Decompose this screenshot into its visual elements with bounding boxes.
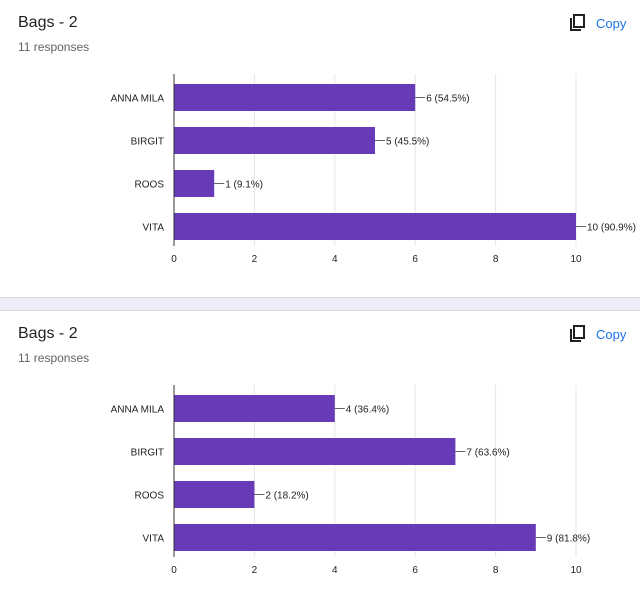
value-label: 5 (45.5%) xyxy=(386,137,429,148)
x-tick-label: 0 xyxy=(171,254,177,265)
bar xyxy=(174,438,456,465)
x-tick-label: 8 xyxy=(493,565,499,576)
value-label: 4 (36.4%) xyxy=(346,405,389,416)
bar-chart: 0 2 4 6 8 10 ANNA MILA 4 (36.4%) BIRGIT 7 (63.6%)… xyxy=(111,385,590,576)
category-label: ROOS xyxy=(135,491,165,502)
x-tick-label: 8 xyxy=(493,254,499,265)
bar xyxy=(174,213,576,240)
copy-button[interactable]: Copy xyxy=(568,12,626,34)
card-title: Bags - 2 xyxy=(18,14,78,31)
copy-label: Copy xyxy=(596,326,627,342)
x-tick-label: 4 xyxy=(332,254,338,265)
copy-button[interactable]: Copy xyxy=(568,323,626,345)
x-tick-label: 10 xyxy=(570,254,582,265)
x-tick-label: 0 xyxy=(171,565,177,576)
bar xyxy=(174,395,335,422)
bar xyxy=(174,84,416,111)
value-label: 1 (9.1%) xyxy=(225,180,263,191)
chart-card-2: Bags - 2 11 responses Copy 0 2 4 6 8 10 ANNA M… xyxy=(0,310,640,599)
category-label: VITA xyxy=(143,534,165,545)
value-label: 6 (54.5%) xyxy=(426,94,469,105)
value-label: 2 (18.2%) xyxy=(265,491,308,502)
bar-chart: 0 2 4 6 8 10 ANNA MILA 6 (54.5%) BIRGIT 5 (45.5%)… xyxy=(111,74,636,265)
response-count: 11 responses xyxy=(18,40,90,54)
category-label: BIRGIT xyxy=(131,137,164,148)
x-tick-label: 2 xyxy=(252,254,258,265)
copy-icon xyxy=(570,325,585,342)
category-label: ANNA MILA xyxy=(111,405,165,416)
x-tick-label: 6 xyxy=(412,565,418,576)
category-label: ROOS xyxy=(135,180,165,191)
copy-icon xyxy=(570,14,585,31)
bar xyxy=(174,170,215,197)
value-label: 7 (63.6%) xyxy=(466,448,509,459)
bar xyxy=(174,127,375,154)
bar xyxy=(174,524,536,551)
card-title: Bags - 2 xyxy=(18,325,78,342)
value-label: 10 (90.9%) xyxy=(587,223,636,234)
value-label: 9 (81.8%) xyxy=(547,534,590,545)
x-tick-label: 10 xyxy=(570,565,582,576)
copy-label: Copy xyxy=(596,15,627,31)
x-tick-label: 4 xyxy=(332,565,338,576)
x-tick-label: 2 xyxy=(252,565,258,576)
bar xyxy=(174,481,255,508)
x-tick-label: 6 xyxy=(412,254,418,265)
response-count: 11 responses xyxy=(18,351,90,365)
category-label: ANNA MILA xyxy=(111,94,165,105)
category-label: BIRGIT xyxy=(131,448,164,459)
category-label: VITA xyxy=(143,223,165,234)
chart-card-1: Bags - 2 11 responses Copy 0 2 4 6 8 10 ANNA M… xyxy=(0,0,640,298)
